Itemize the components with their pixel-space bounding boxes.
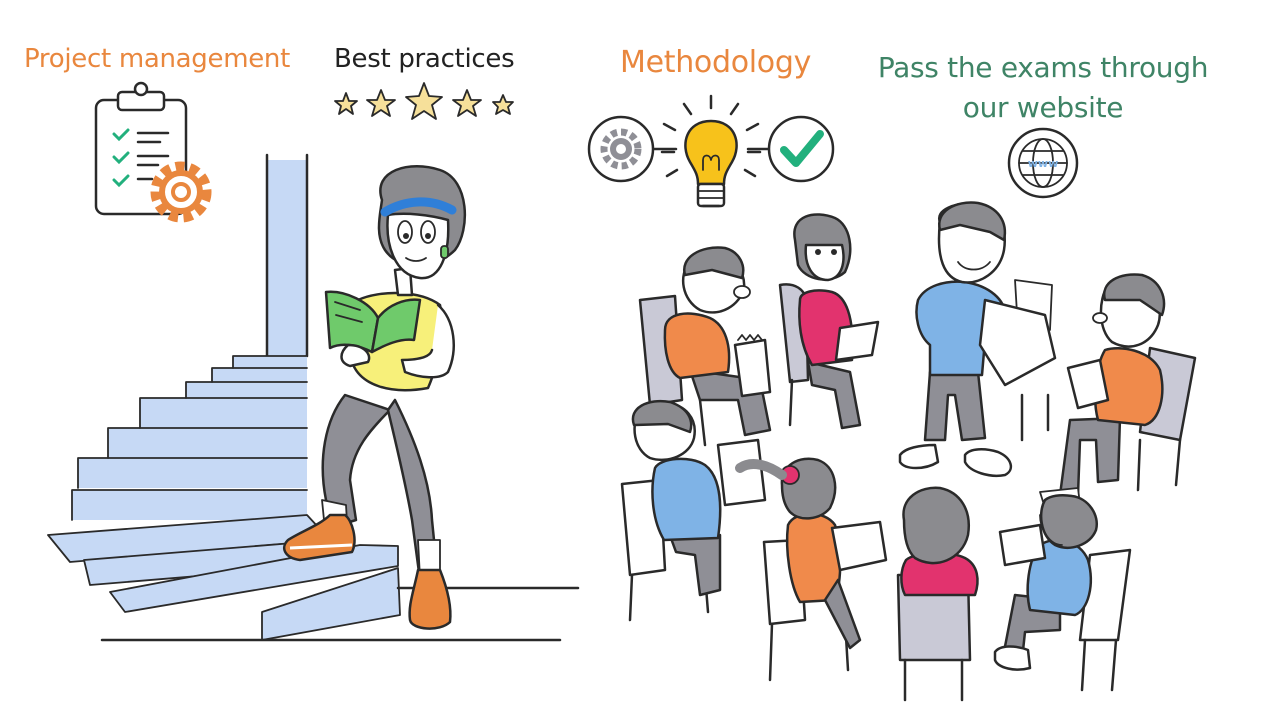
- heading-pass-exams-line1: Pass the exams through: [877, 51, 1209, 84]
- staircase: [47, 153, 580, 642]
- rating-stars: [334, 82, 514, 120]
- globe-www-icon: www: [1007, 127, 1079, 199]
- woman-reading-character: [283, 165, 466, 630]
- person-pink-shirt-back: [900, 486, 979, 597]
- person-girl-tablet: [735, 457, 888, 650]
- star-icon: [334, 92, 358, 115]
- globe-www-label: www: [1028, 157, 1059, 170]
- person-blue-shirt-presenter: [898, 201, 1057, 477]
- star-icon: [366, 89, 396, 117]
- heading-project-management: Project management: [24, 44, 290, 74]
- person-orange-shirt-right: [1039, 273, 1166, 509]
- person-orange-shirt-notepad: [663, 246, 772, 437]
- checkmark-icon: [767, 115, 835, 183]
- person-pink-shirt-clipboard: [793, 213, 880, 430]
- heading-pass-exams: Pass the exams through our website: [868, 48, 1218, 128]
- heading-methodology: Methodology: [620, 45, 812, 80]
- gear-icon: [150, 161, 212, 223]
- star-icon: [405, 82, 443, 120]
- star-icon: [492, 94, 514, 115]
- star-icon: [452, 89, 482, 117]
- heading-best-practices: Best practices: [334, 44, 515, 74]
- heading-pass-exams-line2: our website: [962, 91, 1124, 124]
- person-blue-shirt-bottom-right: [993, 493, 1099, 671]
- person-blue-shirt-bottom-left: [631, 399, 767, 597]
- lightbulb-icon: [660, 94, 762, 208]
- settings-gear-icon: [587, 115, 655, 183]
